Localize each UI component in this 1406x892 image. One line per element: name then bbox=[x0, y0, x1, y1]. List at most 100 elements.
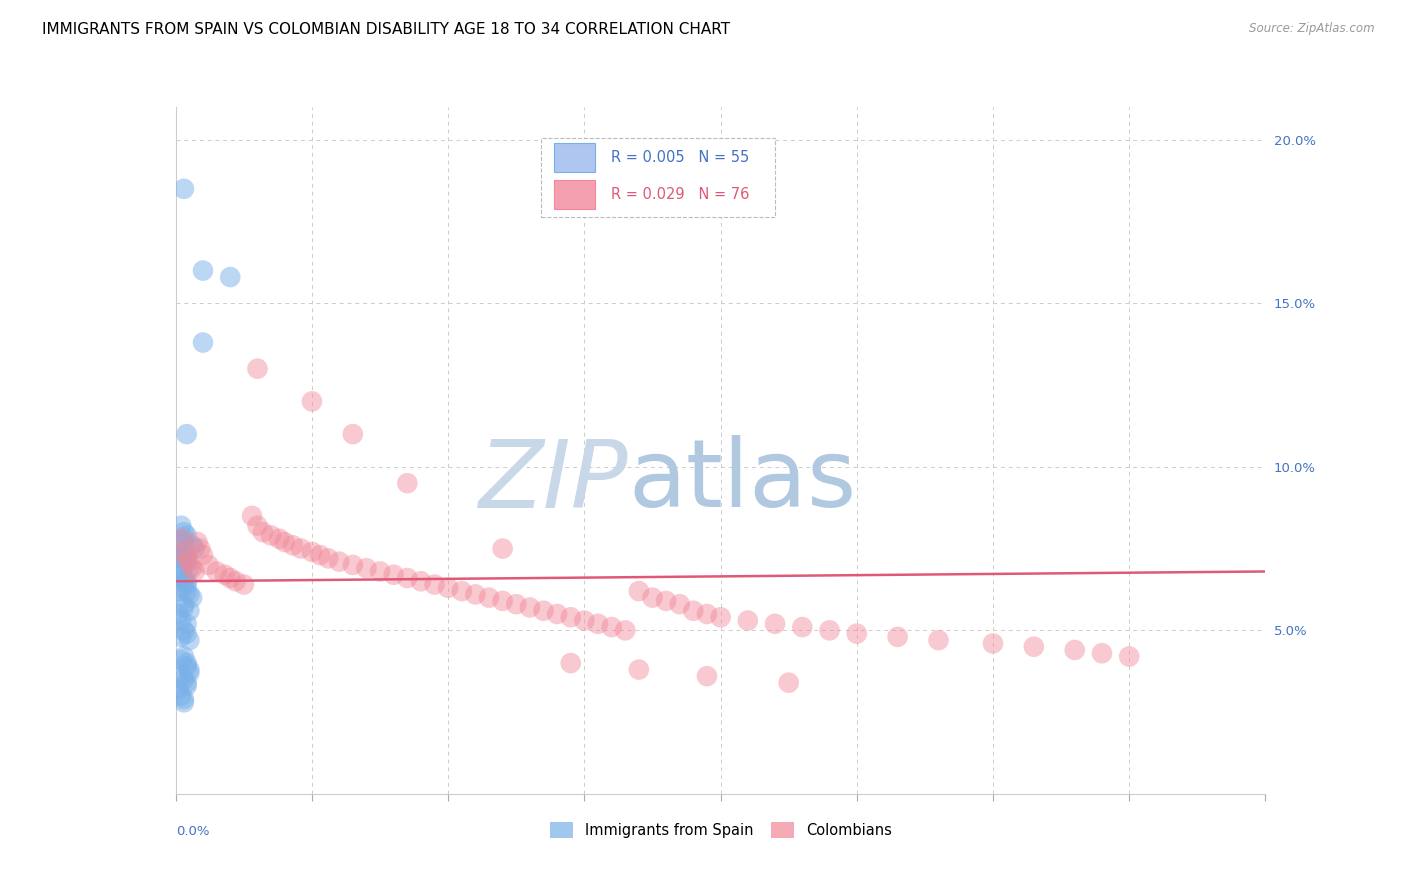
Point bbox=[409, 574, 432, 589]
Point bbox=[173, 182, 195, 196]
Point bbox=[546, 607, 568, 621]
Point bbox=[342, 558, 364, 572]
Text: R = 0.029   N = 76: R = 0.029 N = 76 bbox=[610, 186, 749, 202]
Point bbox=[492, 541, 515, 556]
Point bbox=[173, 558, 195, 572]
Point bbox=[560, 656, 582, 670]
Point bbox=[173, 548, 195, 562]
Point bbox=[763, 616, 786, 631]
Point bbox=[845, 626, 868, 640]
Point bbox=[167, 541, 190, 556]
Point bbox=[170, 669, 193, 683]
Point bbox=[170, 581, 193, 595]
Point bbox=[818, 624, 841, 638]
Point bbox=[173, 673, 195, 687]
Point bbox=[173, 600, 195, 615]
Point bbox=[173, 597, 195, 611]
Point bbox=[176, 675, 198, 690]
Point bbox=[170, 565, 193, 579]
Point bbox=[176, 551, 198, 566]
Point bbox=[396, 476, 419, 491]
Point bbox=[368, 565, 391, 579]
Text: 0.0%: 0.0% bbox=[176, 825, 209, 838]
Point bbox=[533, 604, 555, 618]
Point bbox=[274, 535, 297, 549]
Point bbox=[176, 574, 198, 589]
Point bbox=[290, 541, 312, 556]
Point bbox=[641, 591, 664, 605]
Point bbox=[170, 532, 193, 546]
Point bbox=[309, 548, 332, 562]
Point bbox=[173, 571, 195, 585]
Point bbox=[778, 675, 800, 690]
Point bbox=[519, 600, 541, 615]
Text: ZIP: ZIP bbox=[478, 436, 628, 527]
Point bbox=[505, 597, 527, 611]
Point bbox=[167, 584, 190, 599]
Point bbox=[886, 630, 908, 644]
Point bbox=[318, 551, 340, 566]
Point bbox=[188, 541, 211, 556]
Point bbox=[176, 659, 198, 673]
Point bbox=[176, 656, 198, 670]
Point bbox=[981, 636, 1004, 650]
Point bbox=[655, 594, 678, 608]
Point bbox=[1063, 643, 1085, 657]
Point bbox=[184, 565, 207, 579]
Text: R = 0.005   N = 55: R = 0.005 N = 55 bbox=[610, 150, 749, 165]
Point bbox=[1022, 640, 1045, 654]
Point bbox=[176, 616, 198, 631]
Point bbox=[170, 548, 193, 562]
Point bbox=[627, 584, 650, 599]
Point bbox=[197, 558, 219, 572]
Point bbox=[710, 610, 733, 624]
Point bbox=[478, 591, 501, 605]
Point bbox=[600, 620, 623, 634]
Point bbox=[170, 551, 193, 566]
Point bbox=[167, 607, 190, 621]
Point bbox=[173, 692, 195, 706]
Point bbox=[252, 525, 274, 540]
Point bbox=[176, 626, 198, 640]
Point bbox=[176, 584, 198, 599]
Point bbox=[792, 620, 814, 634]
Point bbox=[1091, 646, 1114, 660]
Point bbox=[167, 682, 190, 697]
Point bbox=[225, 574, 247, 589]
Point bbox=[356, 561, 378, 575]
Point bbox=[696, 669, 718, 683]
Point bbox=[181, 591, 204, 605]
Point bbox=[170, 630, 193, 644]
Point bbox=[574, 614, 596, 628]
Point bbox=[205, 565, 228, 579]
Point bbox=[269, 532, 291, 546]
Point bbox=[214, 567, 236, 582]
Text: atlas: atlas bbox=[628, 435, 856, 527]
Point bbox=[173, 545, 195, 559]
Point bbox=[328, 555, 350, 569]
Point bbox=[682, 604, 704, 618]
Point bbox=[173, 574, 195, 589]
Point bbox=[219, 270, 242, 285]
Point bbox=[450, 584, 472, 599]
Point bbox=[173, 624, 195, 638]
Point bbox=[173, 695, 195, 709]
Point bbox=[179, 604, 201, 618]
Point bbox=[627, 663, 650, 677]
Point bbox=[176, 427, 198, 442]
Point bbox=[181, 538, 204, 552]
Point bbox=[191, 263, 214, 277]
Point bbox=[737, 614, 759, 628]
Point bbox=[423, 577, 446, 591]
Point bbox=[191, 548, 214, 562]
Point bbox=[176, 545, 198, 559]
Point bbox=[170, 518, 193, 533]
Point bbox=[176, 577, 198, 591]
Point bbox=[1118, 649, 1140, 664]
Point bbox=[173, 532, 195, 546]
Point bbox=[492, 594, 515, 608]
Point bbox=[246, 518, 269, 533]
Text: Source: ZipAtlas.com: Source: ZipAtlas.com bbox=[1250, 22, 1375, 36]
Point bbox=[179, 663, 201, 677]
Point bbox=[396, 571, 419, 585]
